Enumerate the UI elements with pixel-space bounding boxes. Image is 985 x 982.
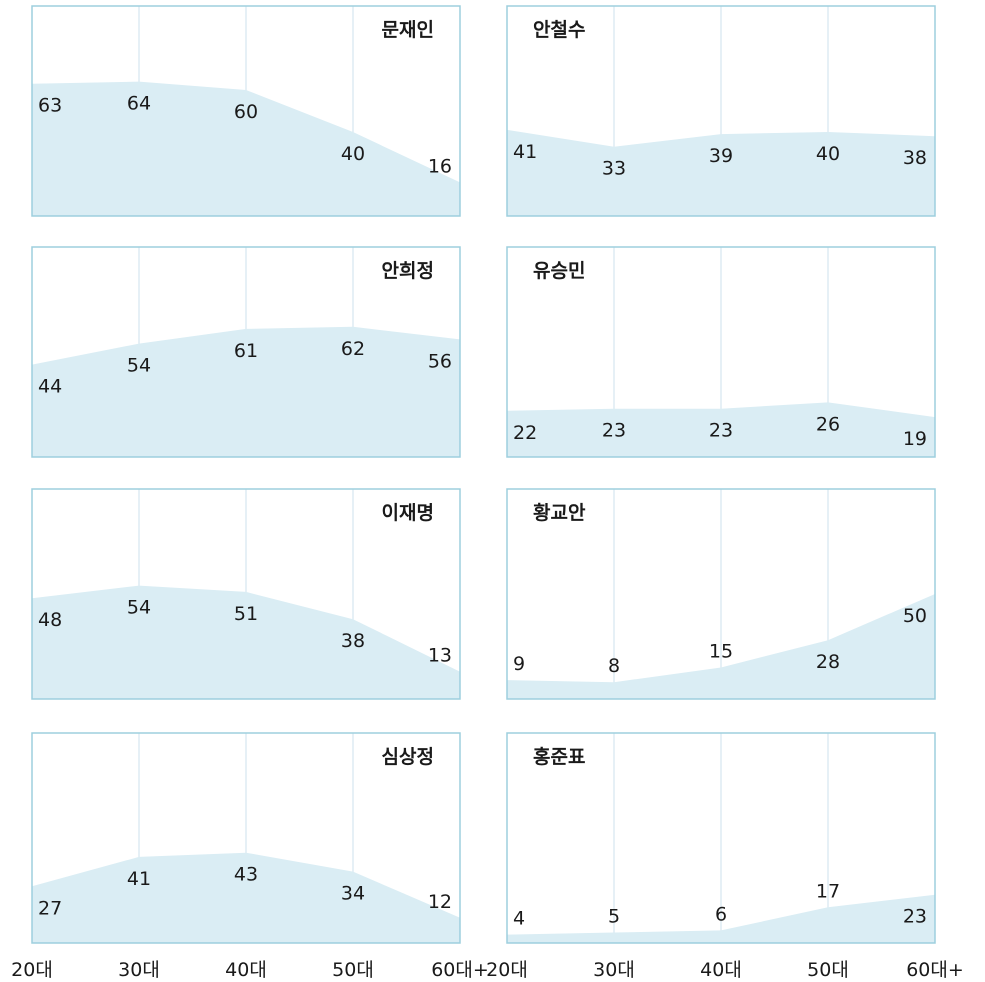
data-label: 17 <box>816 880 840 902</box>
data-label: 63 <box>38 95 62 117</box>
data-label: 38 <box>903 147 927 169</box>
data-label: 23 <box>709 420 733 442</box>
area-series-황교안 <box>507 594 935 699</box>
panel-title: 황교안 <box>533 501 586 524</box>
area-series-홍준표 <box>507 894 935 943</box>
data-label: 64 <box>127 93 151 115</box>
data-label: 43 <box>234 864 258 886</box>
data-label: 48 <box>38 609 62 631</box>
x-tick-label: 30대 <box>593 959 635 981</box>
panel-frame <box>506 732 936 944</box>
x-tick-label: 30대 <box>118 959 160 981</box>
data-label: 9 <box>513 653 525 675</box>
area-series-안희정 <box>32 326 460 457</box>
area-series-유승민 <box>507 402 935 457</box>
panel-7: 4 5 6 17 23 홍준표 <box>506 732 936 944</box>
x-tick-label: 60대+ <box>906 959 964 981</box>
data-label: 27 <box>38 897 62 919</box>
data-label: 26 <box>816 413 840 435</box>
panel-3: 22 23 23 26 19 유승민 <box>506 246 936 458</box>
panel-title: 홍준표 <box>533 745 585 768</box>
data-label: 40 <box>816 143 840 165</box>
data-label: 38 <box>341 630 365 652</box>
data-label: 22 <box>513 422 537 444</box>
panel-4: 48 54 51 38 13 이재명 <box>31 488 461 700</box>
data-label: 44 <box>38 376 62 398</box>
data-label: 50 <box>903 605 927 627</box>
data-label: 8 <box>608 655 620 677</box>
data-label: 56 <box>428 350 452 372</box>
panel-frame <box>506 5 936 217</box>
panel-frame <box>31 488 461 700</box>
data-label: 60 <box>234 101 258 123</box>
panel-title: 심상정 <box>382 746 434 768</box>
data-label: 39 <box>709 145 733 167</box>
data-label: 13 <box>428 645 452 667</box>
x-tick-label: 20대 <box>11 959 53 981</box>
area-series-심상정 <box>32 852 460 943</box>
panel-5: 9 8 15 28 50 황교안 <box>506 488 936 700</box>
data-label: 5 <box>608 906 620 928</box>
panel-frame <box>31 246 461 458</box>
data-label: 15 <box>709 641 733 663</box>
area-series-안철수 <box>507 129 935 216</box>
data-label: 61 <box>234 340 258 362</box>
data-label: 33 <box>602 158 626 180</box>
panel-frame <box>31 732 461 944</box>
panel-frame <box>506 488 936 700</box>
data-label: 19 <box>903 428 927 450</box>
data-label: 12 <box>428 891 452 913</box>
data-label: 23 <box>903 906 927 928</box>
panel-6: 27 41 43 34 12 심상정 <box>31 732 461 944</box>
x-tick-label: 40대 <box>225 959 267 981</box>
x-tick-label: 40대 <box>700 959 742 981</box>
data-label: 51 <box>234 603 258 625</box>
data-label: 16 <box>428 155 452 177</box>
x-tick-label: 20대 <box>486 959 528 981</box>
area-series-문재인 <box>32 81 460 216</box>
data-label: 28 <box>816 651 840 673</box>
data-label: 34 <box>341 883 365 905</box>
panel-0: 63 64 60 40 16 문재인 <box>31 5 461 217</box>
panel-1: 41 33 39 40 38 안철수 <box>506 5 936 217</box>
panel-title: 이재명 <box>382 502 434 524</box>
x-tick-label: 60대+ <box>431 959 489 981</box>
data-label: 41 <box>513 141 537 163</box>
area-series-이재명 <box>32 585 460 699</box>
data-label: 41 <box>127 868 151 890</box>
panel-frame <box>31 5 461 217</box>
panel-title: 문재인 <box>382 19 434 41</box>
data-label: 54 <box>127 597 151 619</box>
data-label: 54 <box>127 355 151 377</box>
panel-2: 44 54 61 62 56 안희정 <box>31 246 461 458</box>
panel-frame <box>506 246 936 458</box>
x-tick-label: 50대 <box>332 959 374 981</box>
panel-title: 안희정 <box>382 260 434 282</box>
x-tick-label: 50대 <box>807 959 849 981</box>
panel-title: 안철수 <box>533 19 585 41</box>
data-label: 4 <box>513 908 525 930</box>
data-label: 62 <box>341 338 365 360</box>
data-label: 40 <box>341 143 365 165</box>
panel-title: 유승민 <box>533 260 585 282</box>
data-label: 23 <box>602 420 626 442</box>
data-label: 6 <box>715 903 727 925</box>
